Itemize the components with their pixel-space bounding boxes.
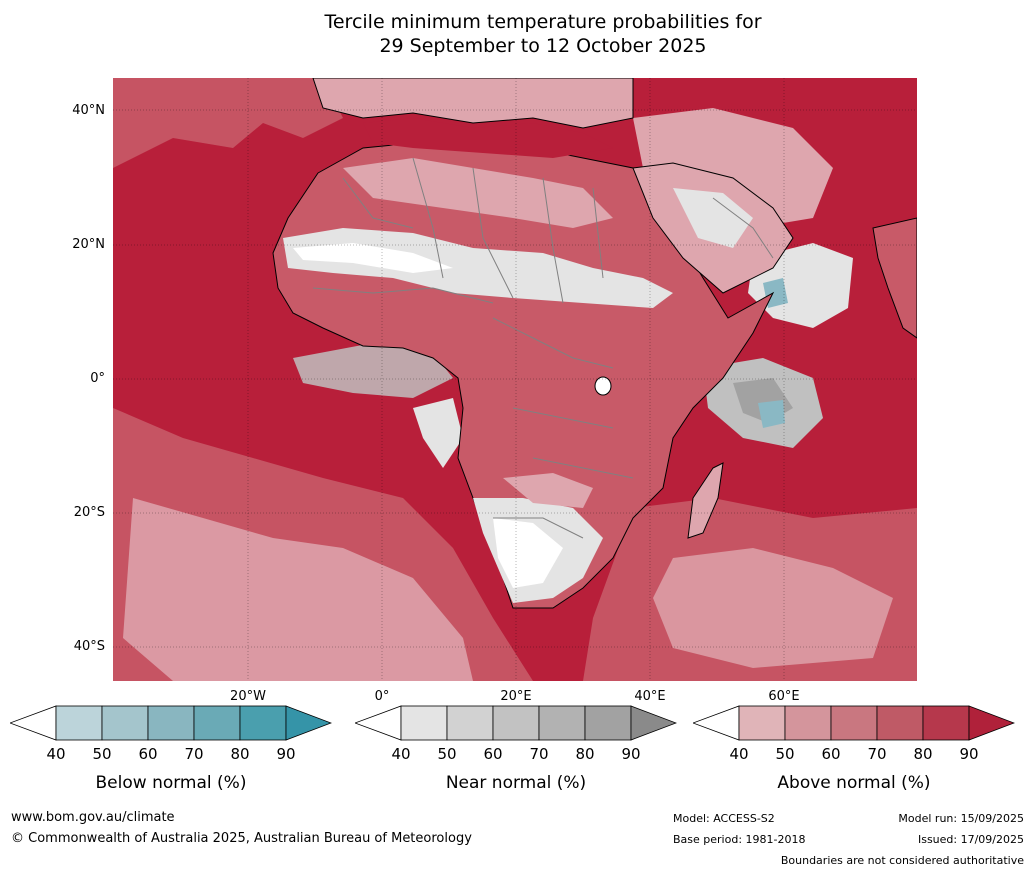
legend-near-caption: Near normal (%) <box>445 773 587 793</box>
legend-below-swatch-4 <box>193 705 241 741</box>
map-title-line-1: Tercile minimum temperature probabilitie… <box>324 11 762 33</box>
mediterranean-sea <box>363 118 613 158</box>
equatorial-atlantic-near <box>293 343 453 398</box>
south-indian-light-zone <box>653 548 893 668</box>
legend-below-swatch-2 <box>101 705 149 741</box>
middle-east-light <box>633 108 833 228</box>
southern-africa-light <box>503 473 593 508</box>
legend-below-colorbar <box>8 705 333 741</box>
map-title-line-2: 29 September to 12 October 2025 <box>379 35 707 57</box>
legend-above-swatch-6 <box>968 705 1016 741</box>
legend-near-swatch-2 <box>446 705 494 741</box>
india-landmass <box>872 217 917 339</box>
legend-below-tick-50: 50 <box>92 745 112 763</box>
lake-victoria <box>594 376 612 396</box>
legend-below-tick-90: 90 <box>276 745 296 763</box>
legend-above-tick-60: 60 <box>821 745 841 763</box>
legend-above-swatch-5 <box>922 705 970 741</box>
copyright-text: © Commonwealth of Australia 2025, Austra… <box>11 831 472 846</box>
legend-above-swatch-2 <box>784 705 832 741</box>
issued-date: Issued: 17/09/2025 <box>917 833 1024 846</box>
legend-near-tick-50: 50 <box>437 745 457 763</box>
legend-near-tick-90: 90 <box>621 745 641 763</box>
legend-below-caption: Below normal (%) <box>95 773 247 793</box>
legend-below-tick-60: 60 <box>138 745 158 763</box>
legend-below-tick-70: 70 <box>184 745 204 763</box>
indian-ocean-below <box>758 400 785 428</box>
legend-above-normal: 40 50 60 70 80 90 Above normal (%) <box>691 705 1016 793</box>
gulf-guinea-near <box>413 398 463 468</box>
model-name: Model: ACCESS-S2 <box>673 812 775 825</box>
sahara-white-band <box>293 243 453 273</box>
legend-near-colorbar <box>353 705 678 741</box>
legend-near-tick-60: 60 <box>483 745 503 763</box>
legend-below-normal: 40 50 60 70 80 90 Below normal (%) <box>8 705 333 793</box>
graticule <box>113 78 917 681</box>
south-atlantic-light-zone <box>123 498 473 681</box>
legend-near-swatch-6 <box>630 705 678 741</box>
legend-above-swatch-1 <box>738 705 786 741</box>
map-title: Tercile minimum temperature probabilitie… <box>0 10 1035 58</box>
legend-below-swatch-5 <box>239 705 287 741</box>
legend-below-tick-40: 40 <box>46 745 66 763</box>
national-borders <box>312 157 774 539</box>
madagascar <box>687 462 724 539</box>
legend-above-tick-90: 90 <box>959 745 979 763</box>
north-africa-light <box>343 158 613 228</box>
lon-label-60e: 60°E <box>768 689 800 704</box>
lat-label-0: 0° <box>90 371 105 386</box>
legend-above-swatch-4 <box>876 705 924 741</box>
north-atlantic-mid-zone <box>113 78 343 168</box>
legend-near-tick-40: 40 <box>391 745 411 763</box>
probability-map <box>113 78 917 681</box>
legend-near-swatch-0 <box>353 705 402 741</box>
legend-above-swatch-0 <box>691 705 740 741</box>
legend-near-swatch-4 <box>538 705 586 741</box>
legend-below-swatch-0 <box>8 705 57 741</box>
legend-above-tick-40: 40 <box>729 745 749 763</box>
model-run-date: Model run: 15/09/2025 <box>898 812 1024 825</box>
legend-above-tick-80: 80 <box>913 745 933 763</box>
legend-below-swatch-1 <box>55 705 103 741</box>
legend-above-caption: Above normal (%) <box>777 773 931 793</box>
base-period: Base period: 1981-2018 <box>673 833 806 846</box>
legend-above-swatch-3 <box>830 705 878 741</box>
lon-label-20w: 20°W <box>230 689 266 704</box>
legend-above-colorbar <box>691 705 1016 741</box>
lat-label-40s: 40°S <box>73 639 105 654</box>
legend-below-swatch-6 <box>285 705 333 741</box>
southern-africa-white <box>493 518 563 588</box>
legend-above-tick-70: 70 <box>867 745 887 763</box>
legend-below-tick-80: 80 <box>230 745 250 763</box>
legend-near-swatch-5 <box>584 705 632 741</box>
lat-label-20s: 20°S <box>73 505 105 520</box>
website-link[interactable]: www.bom.gov.au/climate <box>11 810 175 825</box>
lon-label-20e: 20°E <box>500 689 532 704</box>
legend-near-swatch-1 <box>400 705 448 741</box>
legend-near-tick-70: 70 <box>529 745 549 763</box>
legend-above-tick-50: 50 <box>775 745 795 763</box>
arabia-near <box>673 188 753 248</box>
legend-below-swatch-3 <box>147 705 195 741</box>
lat-label-40n: 40°N <box>72 103 105 118</box>
lat-label-20n: 20°N <box>72 237 105 252</box>
lon-label-0: 0° <box>374 689 390 704</box>
legend-near-tick-80: 80 <box>575 745 595 763</box>
legend-near-normal: 40 50 60 70 80 90 Near normal (%) <box>353 705 678 793</box>
boundaries-disclaimer: Boundaries are not considered authoritat… <box>780 854 1024 867</box>
europe-landmass <box>312 78 634 129</box>
legend-near-swatch-3 <box>492 705 540 741</box>
lon-label-40e: 40°E <box>634 689 666 704</box>
